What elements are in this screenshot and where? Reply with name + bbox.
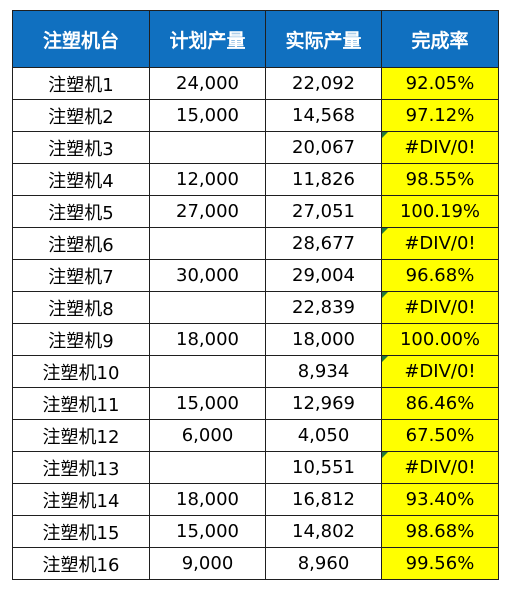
table-row: 注塑机2 15,000 14,568 97.12% <box>12 99 499 132</box>
cell-rate[interactable]: 86.46% <box>381 387 499 420</box>
cell-plan[interactable]: 18,000 <box>149 483 266 516</box>
cell-rate[interactable]: 92.05% <box>381 67 499 100</box>
cell-plan[interactable]: 15,000 <box>149 99 266 132</box>
cell-rate[interactable]: #DIV/0! <box>381 451 499 484</box>
cell-machine[interactable]: 注塑机1 <box>12 67 150 100</box>
cell-machine[interactable]: 注塑机2 <box>12 99 150 132</box>
cell-machine[interactable]: 注塑机4 <box>12 163 150 196</box>
cell-machine[interactable]: 注塑机6 <box>12 227 150 260</box>
header-actual[interactable]: 实际产量 <box>265 10 382 68</box>
cell-machine[interactable]: 注塑机10 <box>12 355 150 388</box>
table-body: 注塑机1 24,000 22,092 92.05% 注塑机2 15,000 14,568 97… <box>12 67 499 580</box>
header-plan[interactable]: 计划产量 <box>149 10 266 68</box>
cell-plan[interactable] <box>149 291 266 324</box>
cell-actual[interactable]: 16,812 <box>265 483 382 516</box>
cell-rate[interactable]: 67.50% <box>381 419 499 452</box>
header-rate[interactable]: 完成率 <box>381 10 499 68</box>
cell-machine[interactable]: 注塑机7 <box>12 259 150 292</box>
cell-actual[interactable]: 12,969 <box>265 387 382 420</box>
table-row: 注塑机5 27,000 27,051 100.19% <box>12 195 499 228</box>
cell-machine[interactable]: 注塑机3 <box>12 131 150 164</box>
cell-machine[interactable]: 注塑机13 <box>12 451 150 484</box>
table-row: 注塑机6 28,677 #DIV/0! <box>12 227 499 260</box>
table-row: 注塑机11 15,000 12,969 86.46% <box>12 387 499 420</box>
cell-plan[interactable]: 12,000 <box>149 163 266 196</box>
cell-actual[interactable]: 11,826 <box>265 163 382 196</box>
cell-rate[interactable]: #DIV/0! <box>381 131 499 164</box>
cell-rate[interactable]: 93.40% <box>381 483 499 516</box>
cell-actual[interactable]: 22,839 <box>265 291 382 324</box>
cell-actual[interactable]: 8,934 <box>265 355 382 388</box>
cell-actual[interactable]: 18,000 <box>265 323 382 356</box>
table-row: 注塑机8 22,839 #DIV/0! <box>12 291 499 324</box>
cell-plan[interactable]: 15,000 <box>149 515 266 548</box>
cell-plan[interactable] <box>149 451 266 484</box>
table-row: 注塑机3 20,067 #DIV/0! <box>12 131 499 164</box>
cell-machine[interactable]: 注塑机9 <box>12 323 150 356</box>
table-row: 注塑机14 18,000 16,812 93.40% <box>12 483 499 516</box>
cell-plan[interactable]: 30,000 <box>149 259 266 292</box>
cell-machine[interactable]: 注塑机15 <box>12 515 150 548</box>
cell-actual[interactable]: 8,960 <box>265 547 382 580</box>
cell-plan[interactable] <box>149 227 266 260</box>
table-row: 注塑机7 30,000 29,004 96.68% <box>12 259 499 292</box>
cell-rate[interactable]: #DIV/0! <box>381 355 499 388</box>
table-row: 注塑机9 18,000 18,000 100.00% <box>12 323 499 356</box>
cell-machine[interactable]: 注塑机16 <box>12 547 150 580</box>
cell-actual[interactable]: 28,677 <box>265 227 382 260</box>
table-row: 注塑机12 6,000 4,050 67.50% <box>12 419 499 452</box>
cell-actual[interactable]: 10,551 <box>265 451 382 484</box>
cell-plan[interactable]: 9,000 <box>149 547 266 580</box>
table-row: 注塑机13 10,551 #DIV/0! <box>12 451 499 484</box>
cell-rate[interactable]: 97.12% <box>381 99 499 132</box>
cell-plan[interactable]: 27,000 <box>149 195 266 228</box>
header-machine[interactable]: 注塑机台 <box>12 10 150 68</box>
cell-plan[interactable]: 6,000 <box>149 419 266 452</box>
cell-plan[interactable]: 24,000 <box>149 67 266 100</box>
cell-plan[interactable] <box>149 355 266 388</box>
cell-plan[interactable]: 15,000 <box>149 387 266 420</box>
cell-actual[interactable]: 14,568 <box>265 99 382 132</box>
cell-rate[interactable]: #DIV/0! <box>381 291 499 324</box>
production-table: 注塑机台 计划产量 实际产量 完成率 注塑机1 24,000 22,092 92.05… <box>12 10 499 580</box>
cell-rate[interactable]: 99.56% <box>381 547 499 580</box>
cell-rate[interactable]: 98.55% <box>381 163 499 196</box>
cell-rate[interactable]: #DIV/0! <box>381 227 499 260</box>
cell-actual[interactable]: 22,092 <box>265 67 382 100</box>
header-row: 注塑机台 计划产量 实际产量 完成率 <box>12 10 499 68</box>
table-row: 注塑机15 15,000 14,802 98.68% <box>12 515 499 548</box>
cell-machine[interactable]: 注塑机12 <box>12 419 150 452</box>
cell-plan[interactable]: 18,000 <box>149 323 266 356</box>
table-row: 注塑机4 12,000 11,826 98.55% <box>12 163 499 196</box>
cell-actual[interactable]: 20,067 <box>265 131 382 164</box>
cell-plan[interactable] <box>149 131 266 164</box>
cell-actual[interactable]: 14,802 <box>265 515 382 548</box>
cell-machine[interactable]: 注塑机5 <box>12 195 150 228</box>
cell-rate[interactable]: 100.00% <box>381 323 499 356</box>
table-row: 注塑机1 24,000 22,092 92.05% <box>12 67 499 100</box>
cell-actual[interactable]: 27,051 <box>265 195 382 228</box>
cell-rate[interactable]: 96.68% <box>381 259 499 292</box>
cell-actual[interactable]: 4,050 <box>265 419 382 452</box>
cell-actual[interactable]: 29,004 <box>265 259 382 292</box>
table-row: 注塑机16 9,000 8,960 99.56% <box>12 547 499 580</box>
cell-rate[interactable]: 98.68% <box>381 515 499 548</box>
cell-machine[interactable]: 注塑机11 <box>12 387 150 420</box>
cell-machine[interactable]: 注塑机14 <box>12 483 150 516</box>
cell-machine[interactable]: 注塑机8 <box>12 291 150 324</box>
table-row: 注塑机10 8,934 #DIV/0! <box>12 355 499 388</box>
cell-rate[interactable]: 100.19% <box>381 195 499 228</box>
